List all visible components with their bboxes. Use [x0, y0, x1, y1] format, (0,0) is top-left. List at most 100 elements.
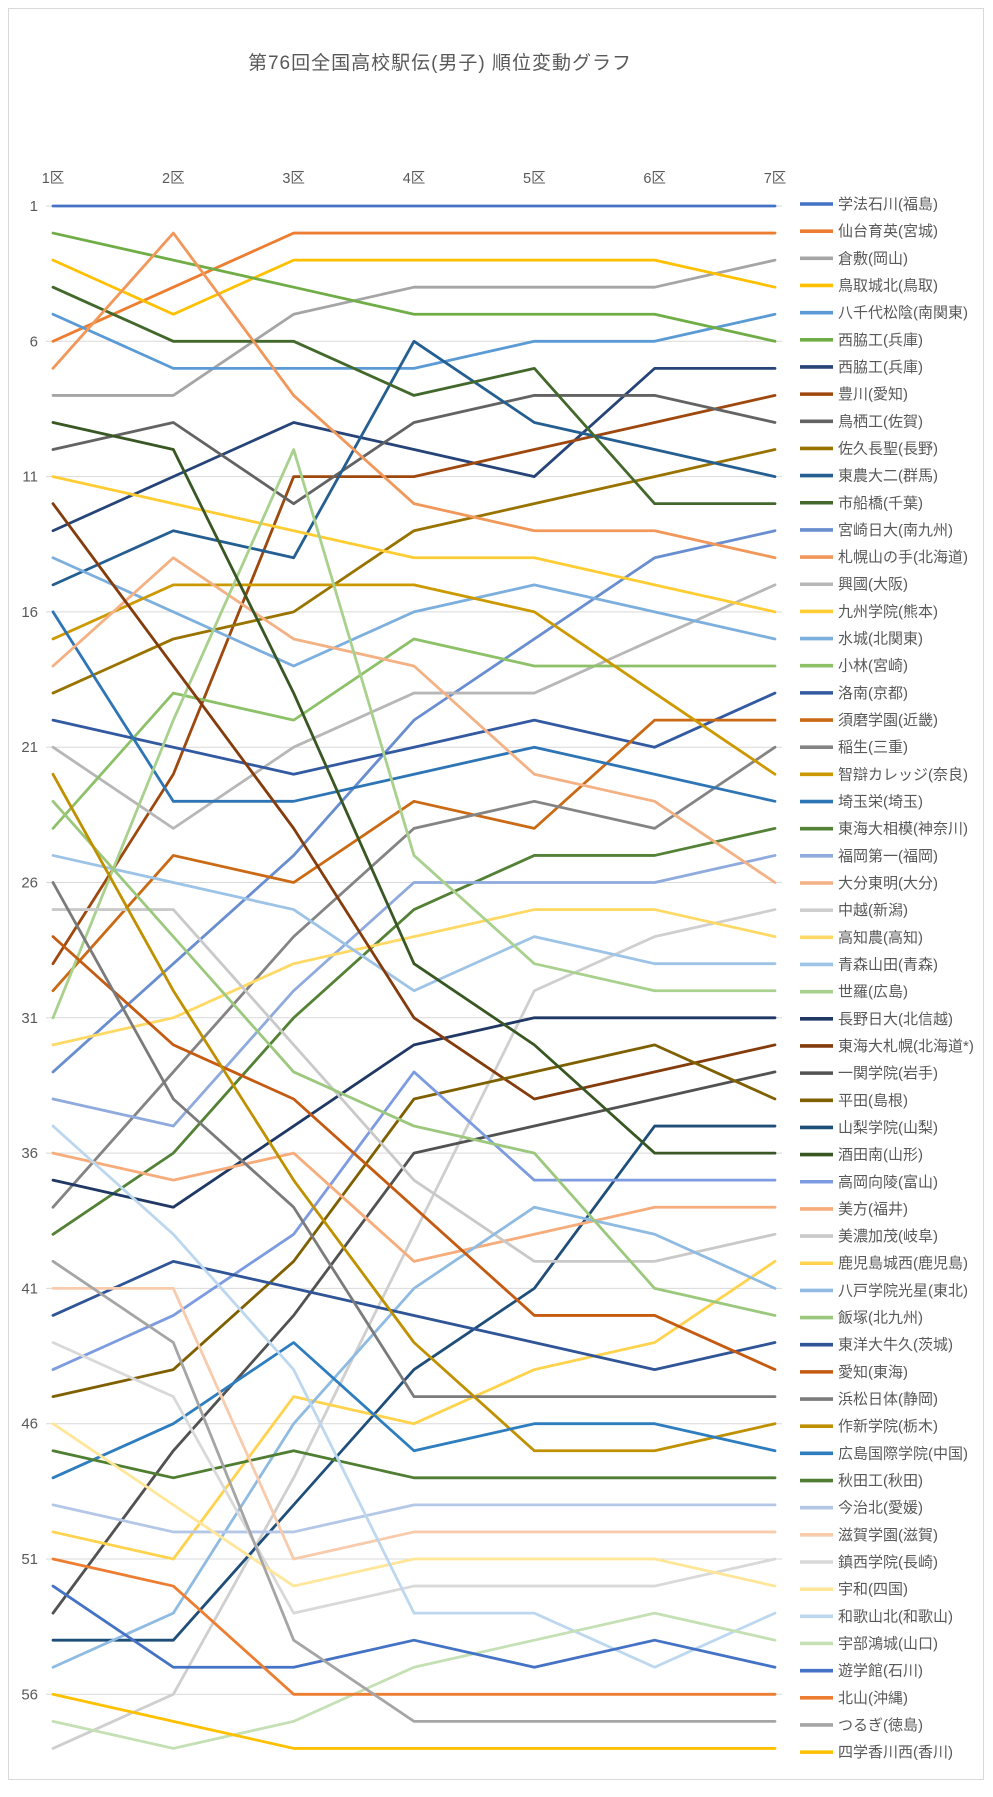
series-line — [51, 583, 777, 830]
legend-label: 北山(沖縄) — [838, 1690, 908, 1707]
legend-label: 四学香川西(香川) — [838, 1744, 953, 1761]
series-line — [51, 1070, 777, 1615]
series-line — [51, 448, 777, 695]
y-axis-label: 51 — [21, 1551, 38, 1568]
series-line — [51, 745, 777, 1209]
series-line — [51, 231, 777, 343]
series-line — [51, 1043, 777, 1399]
y-axis-label: 1 — [30, 198, 38, 215]
legend-label: 今治北(愛媛) — [838, 1500, 923, 1517]
series-line — [51, 1070, 777, 1371]
series-line — [51, 854, 777, 993]
series-line — [51, 826, 777, 1236]
legend-label: 仙台育英(宮城) — [838, 222, 938, 240]
series-line — [51, 1205, 777, 1669]
x-axis-label: 1区 — [42, 171, 65, 187]
y-axis-label: 6 — [30, 333, 38, 350]
legend-label: 八千代松陰(南関東) — [838, 305, 968, 322]
legend-label: 作新学院(栃木) — [838, 1417, 938, 1435]
legend-label: 滋賀学園(滋賀) — [838, 1527, 938, 1544]
legend-label: 宮崎日大(南九州) — [838, 522, 953, 539]
y-axis-label: 11 — [22, 469, 38, 486]
legend-label: 高知農(高知) — [838, 929, 923, 946]
series-line — [51, 502, 777, 1101]
legend-label: 福岡第一(福岡) — [838, 847, 938, 865]
legend-label: 一関学院(岩手) — [838, 1064, 938, 1082]
legend-label: 愛知(東海) — [838, 1364, 908, 1381]
legend-label: 広島国際学院(中国) — [838, 1444, 968, 1462]
legend-label: 倉敷(岡山) — [838, 249, 908, 267]
legend-label: 世羅(広島) — [838, 984, 908, 1001]
series-line — [51, 908, 777, 1263]
series-line — [51, 1557, 777, 1696]
series-line — [51, 529, 777, 1074]
series-line — [51, 908, 777, 1750]
y-axis-label: 31 — [21, 1010, 38, 1027]
series-line — [51, 1611, 777, 1750]
series-line — [51, 556, 777, 884]
legend-label: 遊学館(石川) — [838, 1663, 923, 1680]
series-line — [51, 691, 777, 776]
series-line — [51, 475, 777, 614]
legend-label: 埼玉栄(埼玉) — [838, 794, 923, 811]
x-axis-label: 7区 — [764, 171, 787, 187]
legend-label: 長野日大(北信越) — [838, 1011, 953, 1028]
legend-label: 札幌山の手(北海道) — [838, 549, 968, 566]
legend-label: 宇和(四国) — [838, 1581, 908, 1598]
series-line — [51, 935, 777, 1371]
series-line — [51, 1151, 777, 1263]
series-line — [51, 908, 777, 1047]
series-line — [51, 1259, 777, 1561]
x-axis-label: 4区 — [403, 171, 426, 187]
series-line — [51, 583, 777, 776]
legend-label: 小林(宮崎) — [838, 658, 908, 675]
series-line — [51, 339, 777, 587]
series-line — [51, 1259, 777, 1371]
chart-title: 第76回全国高校駅伝(男子) 順位変動グラフ — [247, 53, 633, 74]
y-axis-label: 41 — [21, 1280, 38, 1297]
x-axis-label: 2区 — [162, 171, 185, 187]
series-line — [51, 231, 777, 343]
series-line — [51, 718, 777, 993]
legend-label: 鳥栖工(佐賀) — [838, 412, 923, 430]
series-line — [51, 799, 777, 1317]
series-line — [51, 1124, 777, 1642]
legend-label: 山梨学院(山梨) — [838, 1118, 938, 1136]
series-line — [51, 610, 777, 803]
legend-label: 市船橋(千葉) — [838, 495, 923, 512]
legend-label: 東海大札幌(北海道*) — [838, 1038, 974, 1055]
series-line — [51, 231, 777, 560]
legend-label: 秋田工(秋田) — [838, 1473, 923, 1490]
series-line — [51, 637, 777, 830]
series-line — [51, 421, 777, 1155]
x-axis-label: 5区 — [523, 171, 546, 187]
series-line — [51, 394, 777, 966]
legend-label: 和歌山北(和歌山) — [838, 1608, 953, 1625]
series-line — [51, 1692, 777, 1750]
series-line — [51, 1016, 777, 1209]
series-line — [51, 258, 777, 316]
legend-label: 浜松日体(静岡) — [838, 1391, 938, 1408]
series-line — [51, 1341, 777, 1480]
legend-label: 佐久長聖(長野) — [838, 440, 938, 457]
legend-label: 平田(島根) — [838, 1092, 908, 1109]
series-line — [51, 1449, 777, 1480]
y-axis-label: 16 — [21, 604, 38, 621]
series-line — [51, 258, 777, 397]
legend-label: 酒田南(山形) — [838, 1147, 923, 1164]
legend-label: 青森山田(青森) — [838, 956, 938, 973]
legend-label: 豊川(愛知) — [838, 386, 908, 403]
legend-label: 西脇工(兵庫) — [838, 359, 923, 376]
x-axis-label: 6区 — [643, 171, 666, 187]
legend-label: 稲生(三重) — [838, 739, 908, 756]
y-axis-label: 56 — [21, 1686, 38, 1703]
legend-label: 高岡向陵(富山) — [838, 1173, 938, 1191]
legend-label: 宇部鴻城(山口) — [838, 1635, 938, 1652]
y-axis-label: 46 — [21, 1416, 38, 1433]
series-line — [51, 394, 777, 506]
series-line — [51, 1124, 777, 1669]
series-line — [51, 1584, 777, 1669]
legend-label: つるぎ(徳島) — [838, 1717, 923, 1734]
